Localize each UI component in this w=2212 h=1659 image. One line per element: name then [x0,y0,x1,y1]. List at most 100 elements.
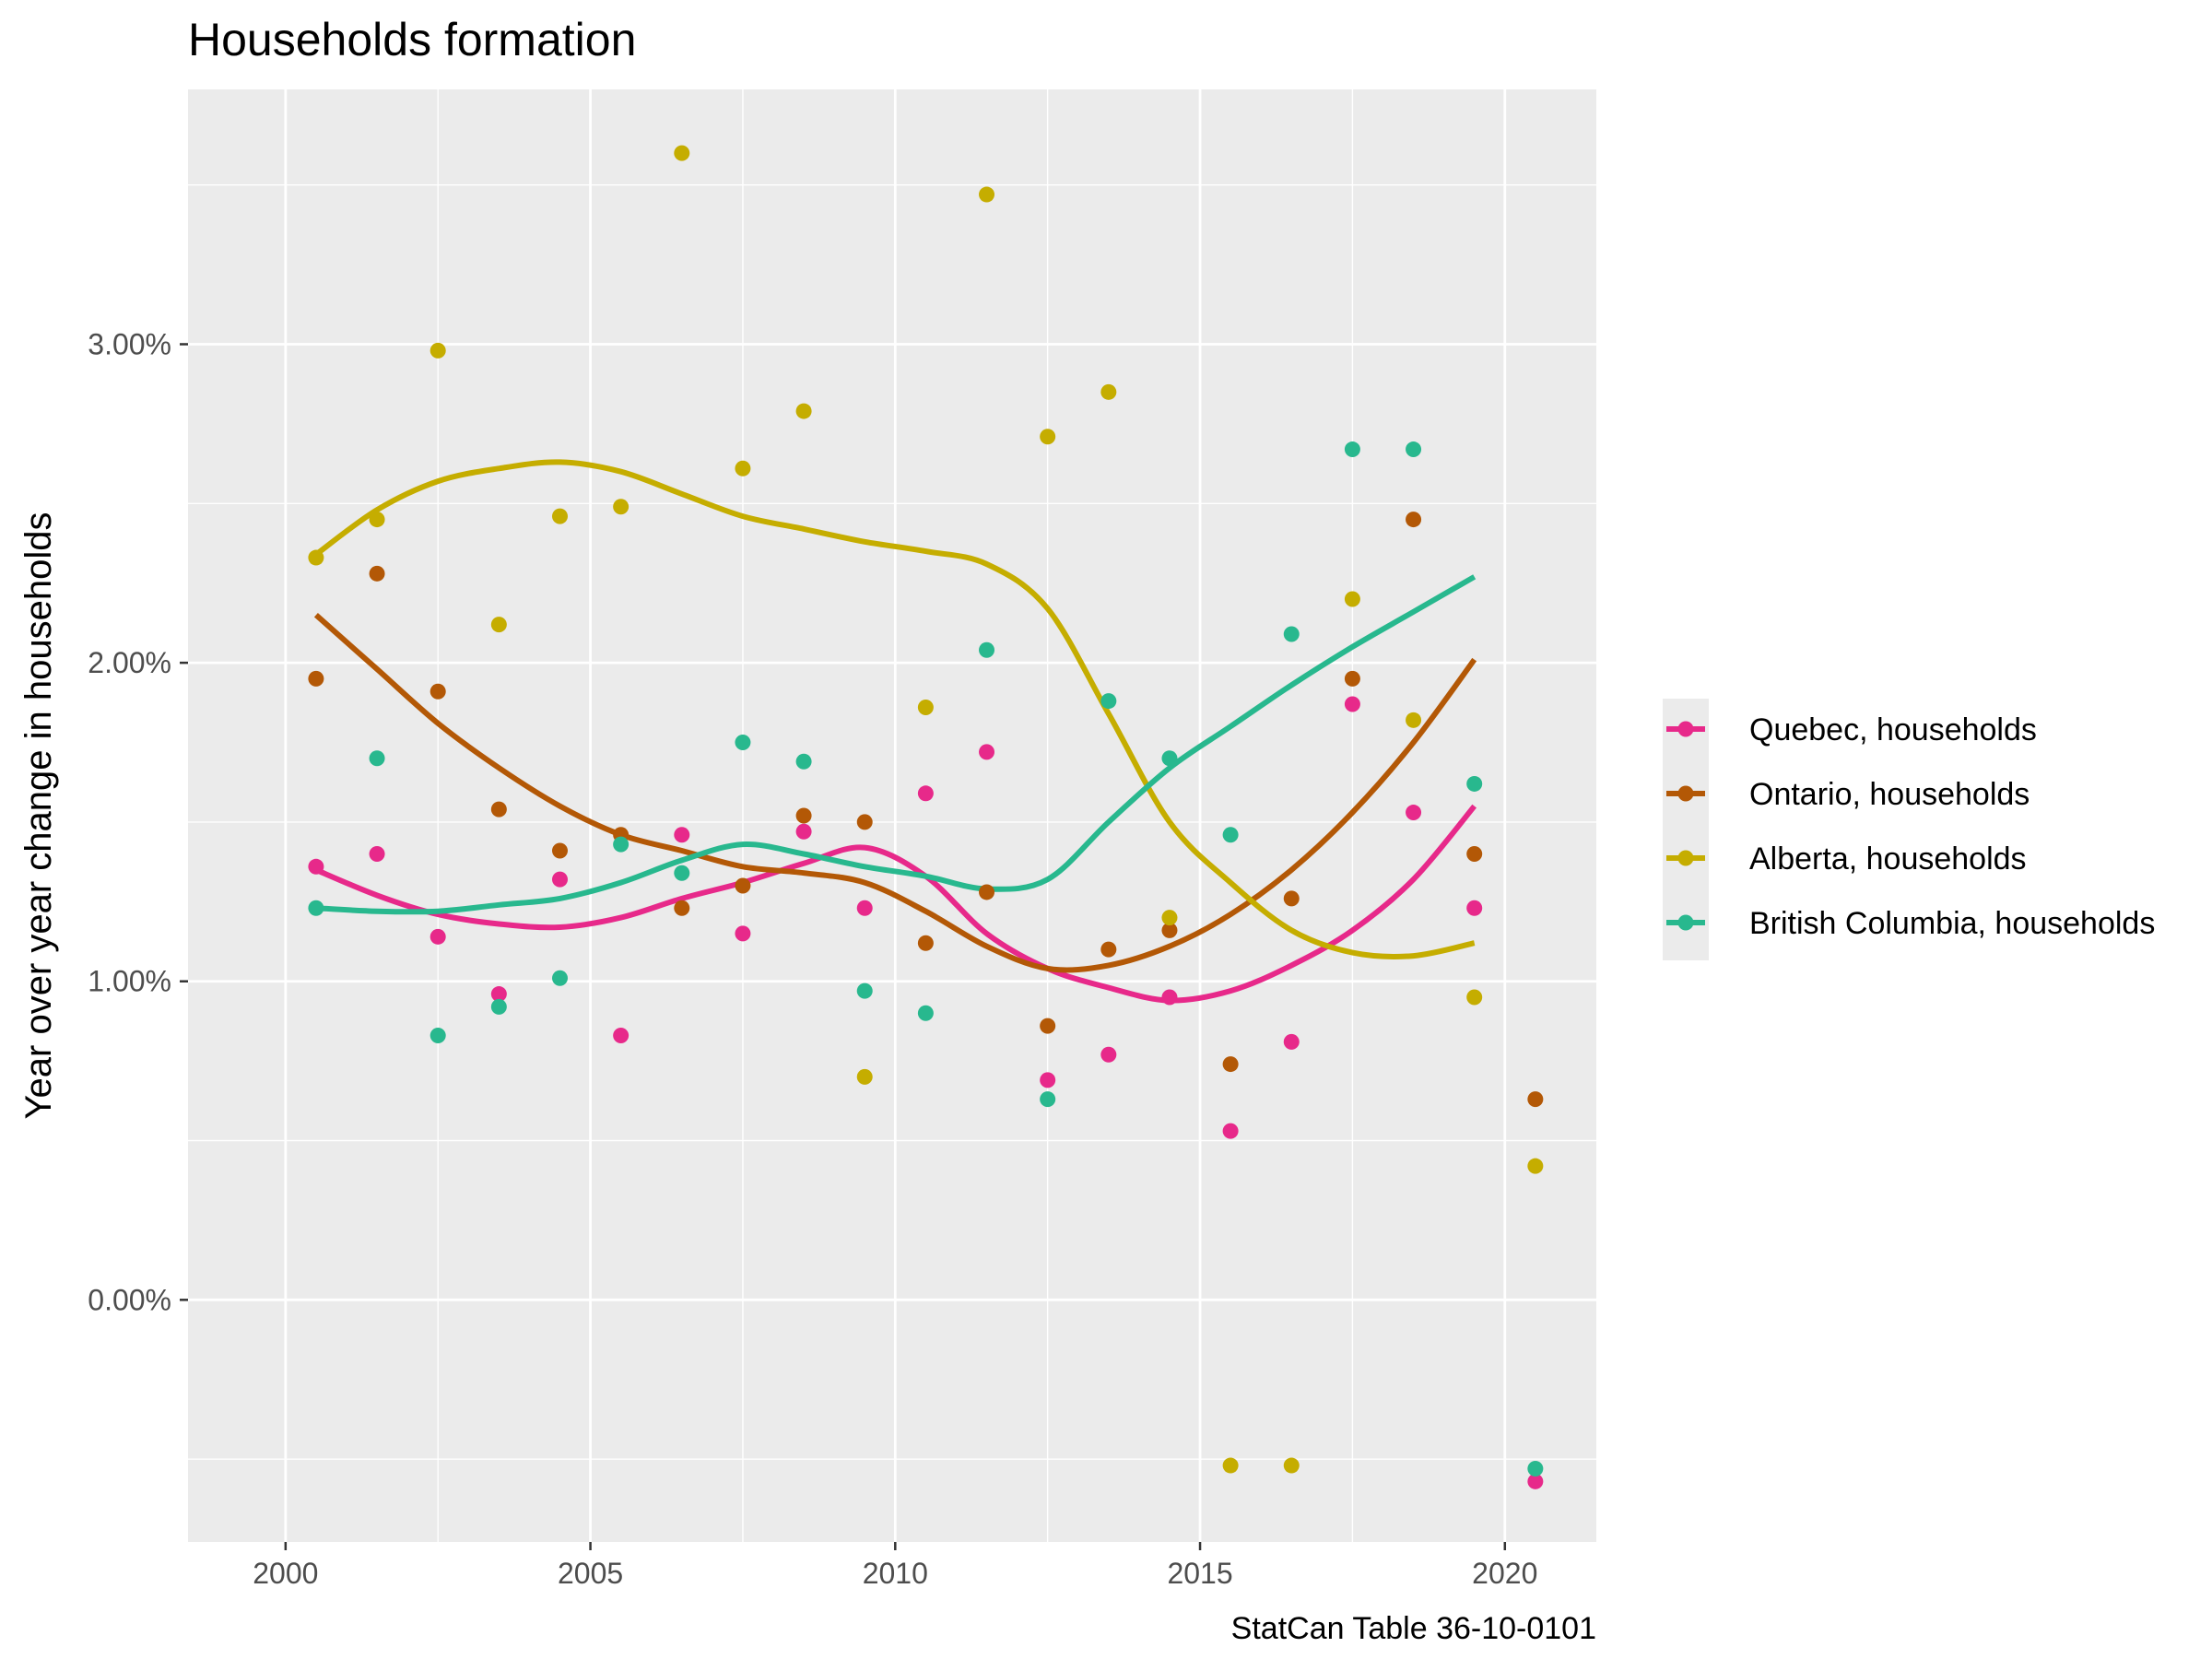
data-point [369,565,385,582]
data-point [1283,1457,1300,1474]
data-point [369,750,385,767]
x-axis: 2000 2005 2010 2015 2020 [253,1542,1537,1590]
legend-item: British Columbia, households [1666,906,2155,941]
y-tick-label: 3.00% [88,327,171,360]
legend-label: British Columbia, households [1749,906,2155,941]
x-tick-label: 2000 [253,1557,318,1590]
data-point [551,970,568,986]
trend-lines [313,459,1477,1004]
data-point [674,900,690,916]
data-point [1406,512,1422,528]
data-point [1527,1461,1544,1477]
data-point [613,836,629,853]
data-point [308,900,324,916]
data-point [369,512,385,528]
data-point [1344,670,1360,687]
data-point [856,900,873,916]
legend-key-point [1677,914,1694,931]
data-point [429,342,446,359]
data-point [1161,910,1178,926]
data-point [551,508,568,524]
chart-caption: StatCan Table 36-10-0101 [1231,1611,1596,1646]
data-point [1466,989,1483,1006]
data-point [674,145,690,161]
data-point [795,753,812,770]
data-point [1283,890,1300,907]
data-point [1283,626,1300,642]
data-point [1222,1123,1239,1139]
data-point [1466,900,1483,916]
y-tick-label: 2.00% [88,646,171,679]
data-point [674,827,690,843]
data-point [856,814,873,830]
data-point [1527,1158,1544,1174]
data-point [674,865,690,881]
data-point [917,785,934,802]
data-point [1161,922,1178,938]
data-point [1040,1091,1056,1108]
data-point [856,1068,873,1085]
data-point [490,986,507,1003]
x-tick-label: 2005 [558,1557,623,1590]
data-point [308,858,324,875]
legend: Quebec, households Ontario, households Alb… [1663,699,2155,960]
data-point [429,1027,446,1043]
data-point [490,801,507,818]
legend-item: Ontario, households [1666,777,2030,812]
legend-label: Ontario, households [1749,777,2030,812]
data-point [795,807,812,824]
data-point [917,935,934,951]
data-point [1161,989,1178,1006]
legend-key-point [1677,721,1694,737]
major-gridlines [188,89,1596,1542]
data-point [1466,845,1483,862]
y-axis: 0.00% 1.00% 2.00% 3.00% [88,327,188,1316]
legend-label: Quebec, households [1749,712,2037,747]
plot-panel [188,89,1596,1542]
data-point [369,845,385,862]
y-tick-label: 0.00% [88,1283,171,1316]
data-point [613,499,629,515]
y-tick-label: 1.00% [88,965,171,998]
data-point [1040,1072,1056,1088]
data-point [979,186,995,203]
data-point [1100,693,1117,710]
legend-item: Alberta, households [1666,841,2027,877]
data-point [1222,1056,1239,1073]
data-point [1100,383,1117,400]
data-point [735,877,751,894]
data-point [308,670,324,687]
data-point [1527,1091,1544,1108]
data-point [1100,1046,1117,1063]
data-point [1466,775,1483,792]
data-point [1406,805,1422,821]
data-point [1344,591,1360,607]
x-tick-label: 2020 [1472,1557,1537,1590]
trend-line [313,613,1477,973]
minor-gridlines [188,89,1596,1542]
data-point [613,1027,629,1043]
data-point [735,460,751,477]
data-point [795,823,812,840]
data-point [795,403,812,419]
trend-line [315,574,1477,915]
data-point [429,928,446,945]
y-axis-title: Year over year change in households [18,512,59,1120]
data-point [979,744,995,760]
legend-key-point [1677,785,1694,802]
data-point [551,842,568,859]
data-point [1344,441,1360,458]
legend-key-point [1677,850,1694,866]
x-tick-label: 2015 [1167,1557,1232,1590]
data-point [308,549,324,566]
data-point [551,871,568,888]
data-point [979,884,995,900]
data-point [1406,712,1422,728]
data-point [1100,941,1117,958]
data-point [917,1005,934,1021]
data-point [1161,750,1178,767]
data-point [1344,696,1360,712]
data-point [917,699,934,715]
data-point [1040,1018,1056,1034]
